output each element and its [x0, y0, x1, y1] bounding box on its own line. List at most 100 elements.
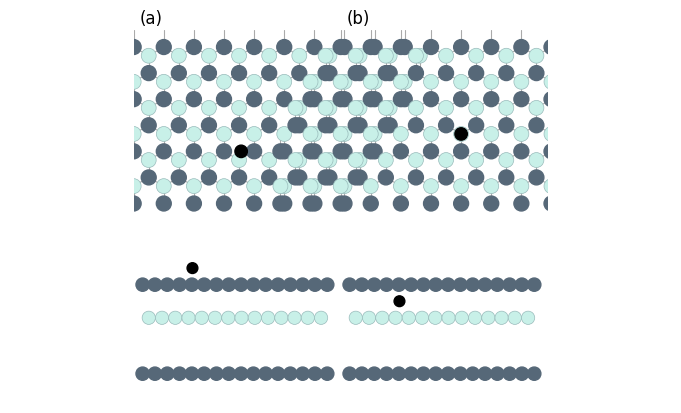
Circle shape — [232, 49, 247, 64]
Circle shape — [348, 153, 363, 168]
Circle shape — [454, 93, 469, 107]
Circle shape — [441, 367, 455, 380]
Circle shape — [333, 197, 348, 211]
Circle shape — [217, 127, 232, 142]
Circle shape — [559, 119, 574, 133]
Circle shape — [303, 197, 318, 211]
Circle shape — [232, 101, 247, 116]
Circle shape — [484, 75, 498, 90]
Circle shape — [126, 145, 141, 159]
Circle shape — [333, 93, 348, 107]
Circle shape — [187, 75, 202, 90]
Circle shape — [142, 311, 155, 325]
Circle shape — [409, 171, 424, 185]
Circle shape — [187, 127, 202, 142]
Circle shape — [66, 197, 81, 211]
Circle shape — [288, 101, 303, 116]
Circle shape — [337, 145, 352, 159]
Circle shape — [292, 66, 306, 81]
Circle shape — [318, 119, 333, 133]
Circle shape — [514, 127, 529, 142]
Circle shape — [389, 311, 402, 325]
Circle shape — [469, 49, 484, 64]
Circle shape — [157, 145, 171, 159]
Circle shape — [337, 179, 352, 194]
Circle shape — [379, 153, 394, 168]
Circle shape — [141, 119, 156, 133]
Circle shape — [454, 145, 469, 159]
Circle shape — [454, 75, 469, 90]
Circle shape — [544, 40, 559, 55]
Circle shape — [247, 278, 260, 292]
Circle shape — [185, 278, 198, 292]
Circle shape — [276, 127, 291, 142]
Circle shape — [337, 75, 352, 90]
Circle shape — [161, 367, 174, 380]
Circle shape — [173, 367, 186, 380]
Circle shape — [409, 101, 424, 116]
Circle shape — [262, 153, 276, 168]
Circle shape — [217, 197, 232, 211]
Circle shape — [367, 93, 382, 107]
Circle shape — [273, 145, 288, 159]
Circle shape — [96, 179, 111, 194]
Circle shape — [367, 127, 382, 142]
Circle shape — [187, 179, 202, 194]
Circle shape — [202, 153, 217, 168]
Circle shape — [197, 278, 211, 292]
Circle shape — [364, 40, 378, 55]
Circle shape — [111, 171, 126, 185]
Circle shape — [415, 311, 428, 325]
Circle shape — [202, 171, 217, 185]
Circle shape — [303, 127, 318, 142]
Circle shape — [454, 127, 469, 142]
Circle shape — [529, 171, 544, 185]
Circle shape — [157, 75, 171, 90]
Circle shape — [276, 93, 291, 107]
Circle shape — [394, 197, 409, 211]
Circle shape — [424, 75, 439, 90]
Circle shape — [574, 127, 589, 142]
Circle shape — [322, 153, 337, 168]
Circle shape — [262, 171, 276, 185]
Circle shape — [368, 367, 381, 380]
Circle shape — [172, 171, 187, 185]
Circle shape — [544, 93, 559, 107]
Circle shape — [343, 278, 356, 292]
Circle shape — [364, 179, 378, 194]
Circle shape — [148, 278, 161, 292]
Circle shape — [161, 278, 174, 292]
Circle shape — [217, 40, 232, 55]
Circle shape — [364, 127, 378, 142]
Circle shape — [392, 278, 405, 292]
Circle shape — [337, 127, 352, 142]
Circle shape — [508, 311, 522, 325]
Circle shape — [217, 179, 232, 194]
Circle shape — [136, 278, 149, 292]
Circle shape — [318, 66, 333, 81]
Circle shape — [321, 278, 334, 292]
Circle shape — [136, 367, 149, 380]
Circle shape — [364, 75, 378, 90]
Circle shape — [394, 127, 409, 142]
Circle shape — [187, 197, 202, 211]
Circle shape — [169, 311, 182, 325]
Circle shape — [428, 311, 442, 325]
Circle shape — [235, 311, 248, 325]
Circle shape — [409, 153, 424, 168]
Circle shape — [484, 197, 498, 211]
Circle shape — [394, 75, 409, 90]
Circle shape — [355, 367, 368, 380]
Circle shape — [247, 75, 262, 90]
Circle shape — [514, 93, 529, 107]
Circle shape — [364, 197, 378, 211]
Circle shape — [247, 93, 262, 107]
Circle shape — [439, 66, 454, 81]
Circle shape — [126, 127, 141, 142]
Circle shape — [589, 66, 604, 81]
Circle shape — [195, 311, 208, 325]
Circle shape — [544, 197, 559, 211]
Circle shape — [409, 49, 424, 64]
Circle shape — [247, 367, 260, 380]
Circle shape — [574, 145, 589, 159]
